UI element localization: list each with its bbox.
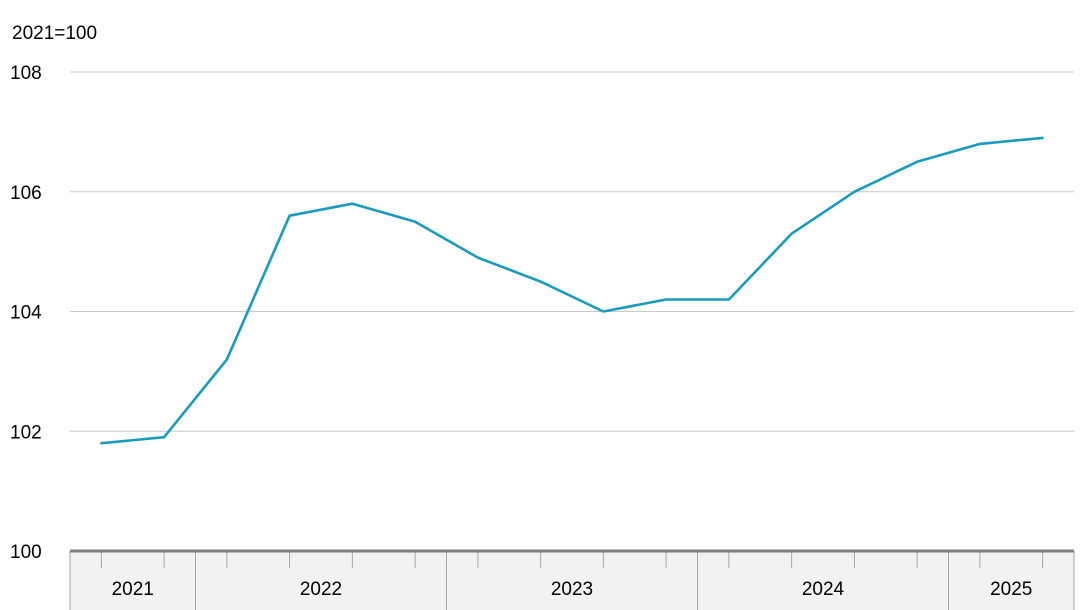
gridlines	[70, 71, 1074, 432]
series-layer	[100, 136, 1044, 445]
y-tick-label-100: 100	[10, 542, 42, 563]
x-axis-band: 2021 2022 2023 2024 2025	[69, 549, 1075, 610]
x-tick-label-2023: 2023	[551, 579, 593, 600]
unit-label: 2021=100	[12, 23, 97, 44]
y-tick-label-102: 102	[10, 422, 42, 443]
series-line-0	[100, 136, 1044, 445]
y-tick-label-106: 106	[10, 183, 42, 204]
y-axis-ticks: 100 102 104 106 108	[10, 63, 42, 563]
x-tick-label-2024: 2024	[802, 579, 845, 600]
x-axis-band-background	[70, 551, 1074, 610]
x-tick-label-2021: 2021	[112, 579, 154, 600]
y-tick-label-108: 108	[10, 63, 42, 84]
x-tick-label-2025: 2025	[990, 579, 1032, 600]
y-tick-label-104: 104	[10, 303, 42, 324]
x-tick-label-2022: 2022	[300, 579, 342, 600]
